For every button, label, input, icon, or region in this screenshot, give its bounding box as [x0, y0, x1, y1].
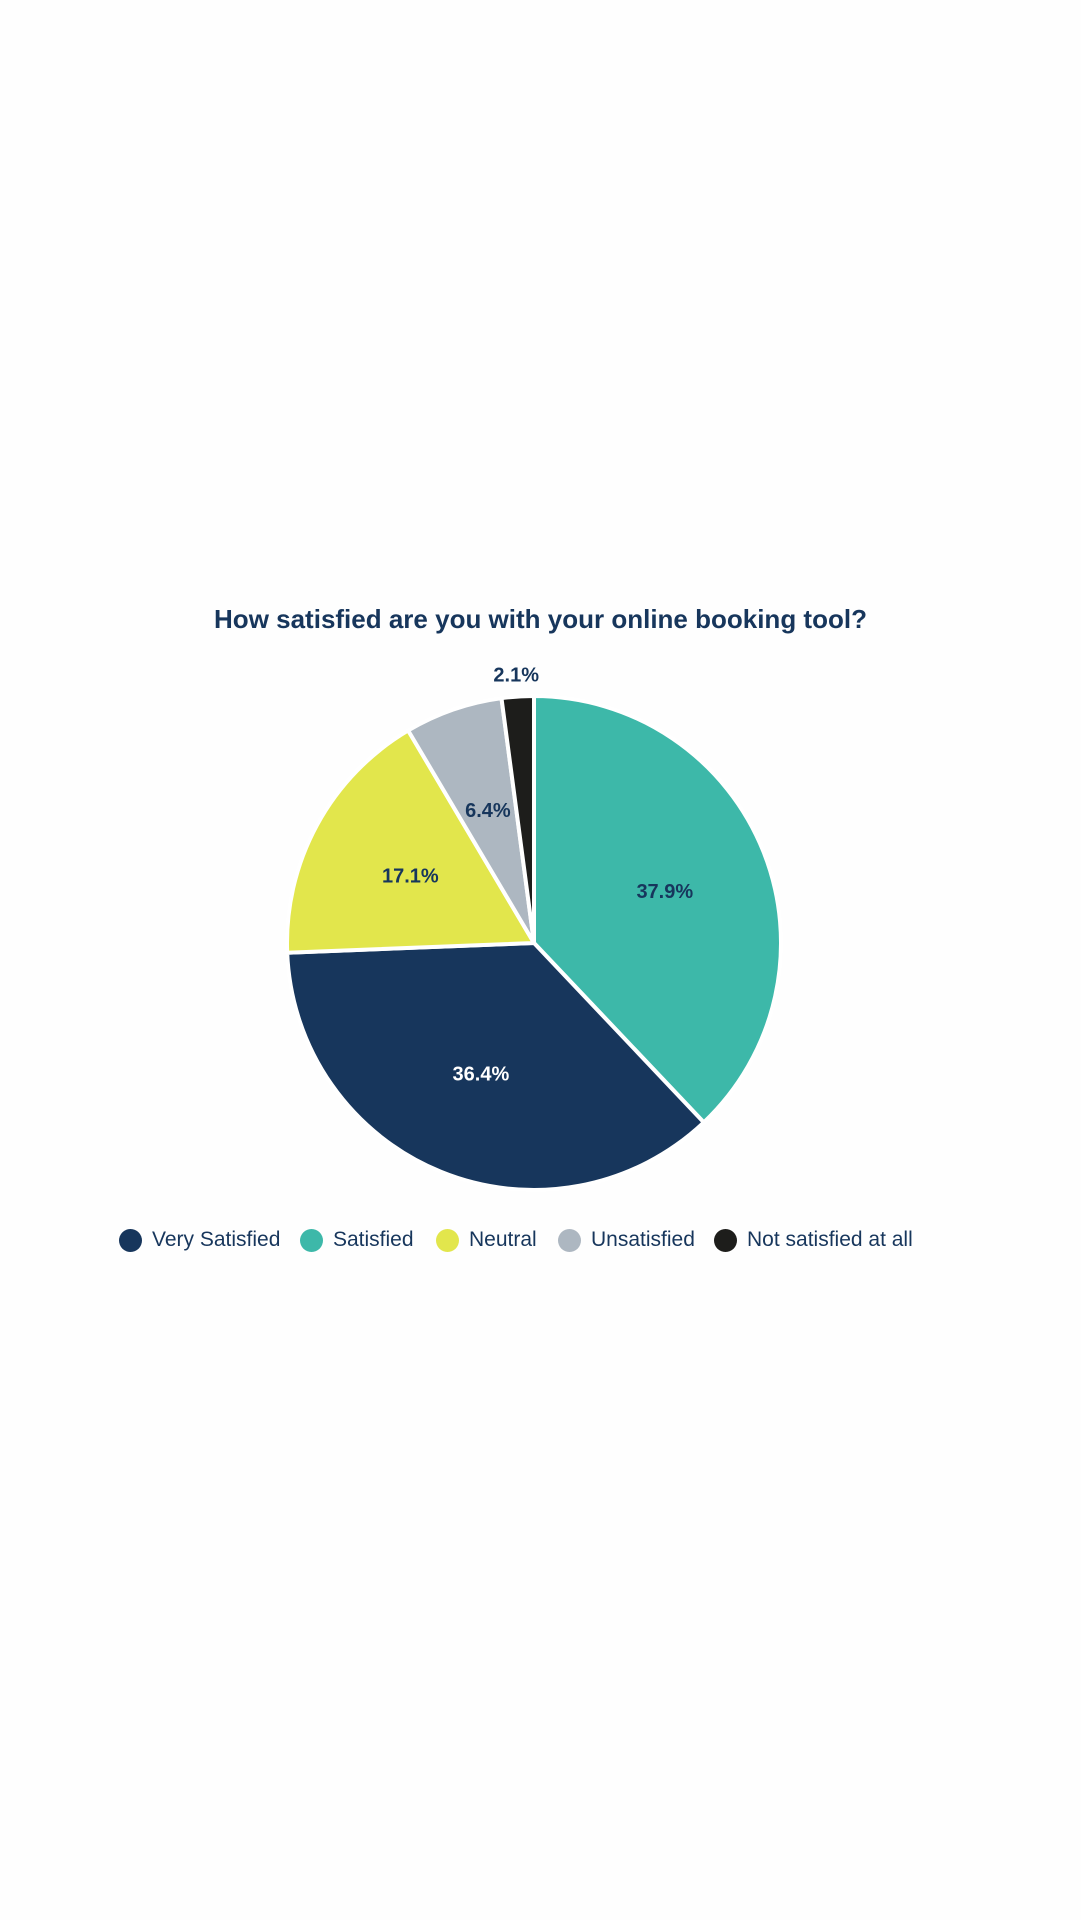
chart-title: How satisfied are you with your online b…	[214, 604, 867, 634]
data-label: 17.1%	[382, 866, 439, 888]
legend-label: Satisfied	[333, 1228, 414, 1251]
legend-label: Unsatisfied	[591, 1228, 695, 1251]
legend-item-very-satisfied: Very Satisfied	[119, 1226, 280, 1254]
pie-slice-very-satisfied	[285, 941, 706, 1192]
legend-item-satisfied: Satisfied	[300, 1226, 414, 1254]
legend-swatch	[436, 1228, 459, 1252]
data-label: 37.9%	[636, 881, 693, 903]
legend-label: Not satisfied at all	[747, 1228, 913, 1251]
legend-item-unsatisfied: Unsatisfied	[558, 1226, 695, 1254]
legend-swatch	[558, 1228, 581, 1252]
legend-item-not-satisfied-at-all: Not satisfied at all	[714, 1226, 913, 1254]
legend-label: Neutral	[469, 1228, 537, 1251]
data-label: 6.4%	[465, 800, 511, 822]
legend-swatch	[714, 1228, 737, 1252]
pie-slice-neutral	[285, 728, 536, 955]
data-label: 36.4%	[453, 1063, 510, 1085]
legend-item-neutral: Neutral	[436, 1226, 537, 1254]
legend-label: Very Satisfied	[152, 1228, 281, 1251]
legend-swatch	[119, 1228, 142, 1252]
data-label: 2.1%	[493, 664, 539, 686]
pie-slice-satisfied	[532, 694, 783, 1125]
pie-slice-not-satisfied-at-all	[499, 694, 536, 945]
legend-swatch	[300, 1228, 323, 1252]
